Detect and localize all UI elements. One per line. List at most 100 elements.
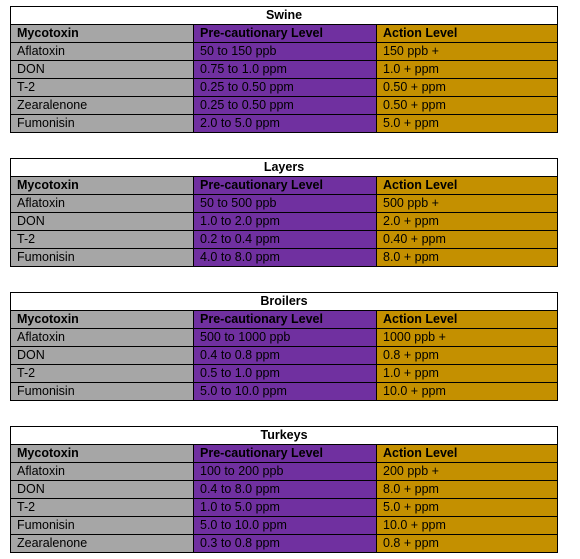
layers-table: Layers Mycotoxin Pre-cautionary Level Actio… <box>9 158 559 267</box>
action-level-cell: 0.40 + ppm <box>375 230 559 249</box>
mycotoxin-cell: Aflatoxin <box>10 462 194 481</box>
precautionary-level-cell: 0.2 to 0.4 ppm <box>193 230 377 249</box>
action-level-cell: 10.0 + ppm <box>375 516 559 535</box>
table-title-row: Turkeys <box>9 426 559 445</box>
precautionary-level-cell: 50 to 150 ppb <box>193 42 377 61</box>
precautionary-level-cell: 0.25 to 0.50 ppm <box>193 96 377 115</box>
column-header-mycotoxin: Mycotoxin <box>10 310 194 329</box>
action-level-cell: 150 ppb + <box>376 42 558 61</box>
precautionary-level-cell: 1.0 to 2.0 ppm <box>193 212 377 231</box>
column-header-precautionary-level: Pre-cautionary Level <box>193 444 377 463</box>
precautionary-level-cell: 0.4 to 8.0 ppm <box>193 480 377 499</box>
turkeys-table: Turkeys Mycotoxin Pre-cautionary Level Acti… <box>9 426 559 553</box>
mycotoxin-cell: Aflatoxin <box>10 328 194 347</box>
table-row: DON 1.0 to 2.0 ppm 2.0 + ppm <box>10 212 559 231</box>
broilers-table: Broilers Mycotoxin Pre-cautionary Level Act… <box>9 292 559 401</box>
action-level-cell: 5.0 + ppm <box>376 114 558 133</box>
column-header-mycotoxin: Mycotoxin <box>10 444 194 463</box>
mycotoxin-cell: Aflatoxin <box>10 42 194 61</box>
mycotoxin-cell: Fumonisin <box>10 114 194 133</box>
column-header-mycotoxin: Mycotoxin <box>10 176 194 195</box>
mycotoxin-cell: T-2 <box>10 78 194 97</box>
table-row: Fumonisin 2.0 to 5.0 ppm 5.0 + ppm <box>10 114 558 133</box>
table-row: Fumonisin 4.0 to 8.0 ppm 8.0 + ppm <box>10 248 559 267</box>
action-level-cell: 2.0 + ppm <box>375 212 559 231</box>
table-title: Turkeys <box>9 426 559 445</box>
mycotoxin-cell: Fumonisin <box>10 516 194 535</box>
mycotoxin-cell: Aflatoxin <box>10 194 194 213</box>
mycotoxin-cell: Fumonisin <box>10 382 194 401</box>
table-row: Zearalenone 0.3 to 0.8 ppm 0.8 + ppm <box>10 534 559 553</box>
table-row: DON 0.4 to 8.0 ppm 8.0 + ppm <box>10 480 559 499</box>
column-header-precautionary-level: Pre-cautionary Level <box>193 310 377 329</box>
table-row: Fumonisin 5.0 to 10.0 ppm 10.0 + ppm <box>10 516 559 535</box>
mycotoxin-cell: T-2 <box>10 364 194 383</box>
mycotoxin-cell: T-2 <box>10 498 194 517</box>
action-level-cell: 1.0 + ppm <box>376 60 558 79</box>
column-header-action-level: Action Level <box>375 176 559 195</box>
precautionary-level-cell: 2.0 to 5.0 ppm <box>193 114 377 133</box>
table-row: DON 0.75 to 1.0 ppm 1.0 + ppm <box>10 60 558 79</box>
table-row: DON 0.4 to 0.8 ppm 0.8 + ppm <box>10 346 559 365</box>
swine-table: Swine Mycotoxin Pre-cautionary Level Action… <box>10 6 558 133</box>
table-row: T-2 1.0 to 5.0 ppm 5.0 + ppm <box>10 498 559 517</box>
action-level-cell: 1.0 + ppm <box>375 364 559 383</box>
mycotoxin-cell: Zearalenone <box>10 534 194 553</box>
table-row: Zearalenone 0.25 to 0.50 ppm 0.50 + ppm <box>10 96 558 115</box>
column-header-mycotoxin: Mycotoxin <box>10 24 194 43</box>
action-level-cell: 5.0 + ppm <box>375 498 559 517</box>
precautionary-level-cell: 0.4 to 0.8 ppm <box>193 346 377 365</box>
precautionary-level-cell: 4.0 to 8.0 ppm <box>193 248 377 267</box>
precautionary-level-cell: 5.0 to 10.0 ppm <box>193 382 377 401</box>
mycotoxin-cell: Zearalenone <box>10 96 194 115</box>
table-title: Swine <box>10 6 558 25</box>
precautionary-level-cell: 0.25 to 0.50 ppm <box>193 78 377 97</box>
precautionary-level-cell: 1.0 to 5.0 ppm <box>193 498 377 517</box>
precautionary-level-cell: 0.3 to 0.8 ppm <box>193 534 377 553</box>
column-header-precautionary-level: Pre-cautionary Level <box>193 176 377 195</box>
action-level-cell: 8.0 + ppm <box>375 480 559 499</box>
table-header-row: Mycotoxin Pre-cautionary Level Action Leve… <box>10 444 559 463</box>
action-level-cell: 10.0 + ppm <box>375 382 559 401</box>
mycotoxin-cell: DON <box>10 60 194 79</box>
table-title-row: Broilers <box>9 292 559 311</box>
mycotoxin-cell: T-2 <box>10 230 194 249</box>
table-title-row: Layers <box>9 158 559 177</box>
table-title: Broilers <box>9 292 559 311</box>
mycotoxin-cell: DON <box>10 346 194 365</box>
action-level-cell: 200 ppb + <box>375 462 559 481</box>
table-row: Aflatoxin 50 to 150 ppb 150 ppb + <box>10 42 558 61</box>
mycotoxin-cell: Fumonisin <box>10 248 194 267</box>
table-row: T-2 0.5 to 1.0 ppm 1.0 + ppm <box>10 364 559 383</box>
mycotoxin-cell: DON <box>10 212 194 231</box>
column-header-precautionary-level: Pre-cautionary Level <box>193 24 377 43</box>
table-header-row: Mycotoxin Pre-cautionary Level Action Leve… <box>10 310 559 329</box>
precautionary-level-cell: 500 to 1000 ppb <box>193 328 377 347</box>
action-level-cell: 500 ppb + <box>375 194 559 213</box>
precautionary-level-cell: 50 to 500 ppb <box>193 194 377 213</box>
table-row: Fumonisin 5.0 to 10.0 ppm 10.0 + ppm <box>10 382 559 401</box>
action-level-cell: 0.8 + ppm <box>375 534 559 553</box>
table-header-row: Mycotoxin Pre-cautionary Level Action Leve… <box>10 176 559 195</box>
table-title-row: Swine <box>10 6 558 25</box>
column-header-action-level: Action Level <box>375 310 559 329</box>
action-level-cell: 0.50 + ppm <box>376 96 558 115</box>
table-title: Layers <box>9 158 559 177</box>
table-row: T-2 0.2 to 0.4 ppm 0.40 + ppm <box>10 230 559 249</box>
action-level-cell: 0.8 + ppm <box>375 346 559 365</box>
action-level-cell: 8.0 + ppm <box>375 248 559 267</box>
precautionary-level-cell: 100 to 200 ppb <box>193 462 377 481</box>
column-header-action-level: Action Level <box>376 24 558 43</box>
table-header-row: Mycotoxin Pre-cautionary Level Action Leve… <box>10 24 558 43</box>
precautionary-level-cell: 0.75 to 1.0 ppm <box>193 60 377 79</box>
action-level-cell: 0.50 + ppm <box>376 78 558 97</box>
table-row: Aflatoxin 100 to 200 ppb 200 ppb + <box>10 462 559 481</box>
action-level-cell: 1000 ppb + <box>375 328 559 347</box>
precautionary-level-cell: 5.0 to 10.0 ppm <box>193 516 377 535</box>
column-header-action-level: Action Level <box>375 444 559 463</box>
table-row: Aflatoxin 500 to 1000 ppb 1000 ppb + <box>10 328 559 347</box>
table-row: Aflatoxin 50 to 500 ppb 500 ppb + <box>10 194 559 213</box>
precautionary-level-cell: 0.5 to 1.0 ppm <box>193 364 377 383</box>
table-row: T-2 0.25 to 0.50 ppm 0.50 + ppm <box>10 78 558 97</box>
mycotoxin-cell: DON <box>10 480 194 499</box>
